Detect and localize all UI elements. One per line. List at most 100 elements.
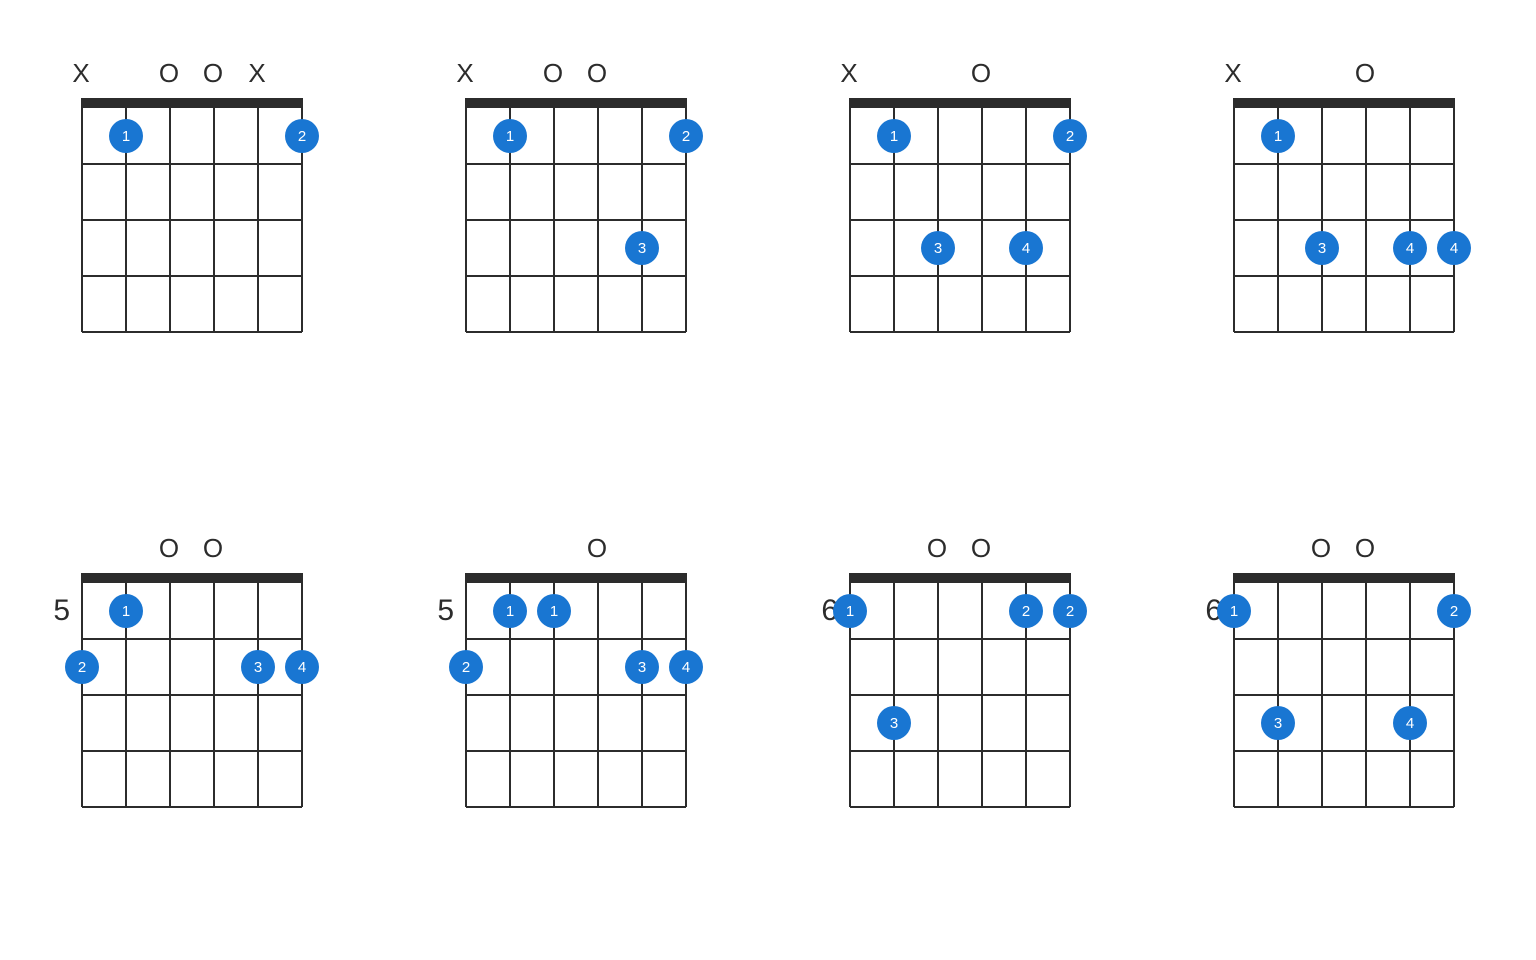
fret-line [82, 638, 302, 640]
string-line [849, 108, 851, 332]
fretboard: 51234 [82, 583, 302, 807]
fretboard: 61234 [1234, 583, 1454, 807]
fretboard: 1344 [1234, 108, 1454, 332]
open-string-mark: O [203, 535, 223, 561]
fret-line [82, 806, 302, 808]
string-line [597, 108, 599, 332]
chord-diagram-7: OO61223 [818, 535, 1102, 900]
finger-dot: 4 [669, 650, 703, 684]
open-string-mark: O [587, 60, 607, 86]
finger-dot: 1 [109, 119, 143, 153]
fret-line [466, 750, 686, 752]
string-line [937, 583, 939, 807]
fret-line [82, 694, 302, 696]
finger-dot: 4 [1437, 231, 1471, 265]
muted-string-mark: X [456, 60, 473, 86]
fret-line [82, 163, 302, 165]
string-line [81, 583, 83, 807]
string-line [213, 583, 215, 807]
finger-dot: 1 [109, 594, 143, 628]
string-line [1453, 108, 1455, 332]
string-line [641, 108, 643, 332]
open-string-mark: O [543, 60, 563, 86]
finger-dot: 3 [625, 650, 659, 684]
open-string-row: OO [849, 535, 1069, 567]
finger-dot: 4 [1393, 706, 1427, 740]
fretboard: 123 [466, 108, 686, 332]
string-line [169, 583, 171, 807]
fret-line [850, 331, 1070, 333]
fret-line [850, 219, 1070, 221]
open-string-row: OO [81, 535, 301, 567]
string-line [1277, 583, 1279, 807]
fret-line [466, 163, 686, 165]
chord-diagram-4: XO1344 [1202, 60, 1486, 425]
string-line [981, 583, 983, 807]
muted-string-mark: X [248, 60, 265, 86]
string-line [1233, 108, 1235, 332]
open-string-mark: O [1311, 535, 1331, 561]
fret-line [466, 638, 686, 640]
finger-dot: 3 [1305, 231, 1339, 265]
string-line [257, 108, 259, 332]
fret-line [1234, 750, 1454, 752]
string-line [597, 583, 599, 807]
nut [465, 98, 687, 108]
open-string-row: XOOX [81, 60, 301, 92]
fret-line [1234, 331, 1454, 333]
string-line [981, 108, 983, 332]
open-string-mark: O [971, 60, 991, 86]
fret-line [850, 694, 1070, 696]
fret-line [1234, 806, 1454, 808]
finger-dot: 3 [921, 231, 955, 265]
finger-dot: 1 [493, 594, 527, 628]
finger-dot: 3 [625, 231, 659, 265]
chord-diagram-3: XO 1234 [818, 60, 1102, 425]
nut [465, 573, 687, 583]
fretboard: 12 [82, 108, 302, 332]
fret-line [466, 219, 686, 221]
fret-line [466, 806, 686, 808]
string-line [1321, 108, 1323, 332]
string-line [1365, 583, 1367, 807]
open-string-row: OO [1233, 535, 1453, 567]
string-line [465, 108, 467, 332]
string-line [257, 583, 259, 807]
finger-dot: 1 [1261, 119, 1295, 153]
open-string-mark: O [971, 535, 991, 561]
finger-dot: 3 [241, 650, 275, 684]
nut [849, 573, 1071, 583]
fret-line [1234, 219, 1454, 221]
string-line [1321, 583, 1323, 807]
string-line [465, 583, 467, 807]
string-line [893, 583, 895, 807]
finger-dot: 1 [833, 594, 867, 628]
string-line [169, 108, 171, 332]
fretboard: 1234 [850, 108, 1070, 332]
string-line [213, 108, 215, 332]
finger-dot: 2 [1437, 594, 1471, 628]
open-string-row: XOO [465, 60, 685, 92]
nut [81, 98, 303, 108]
fret-line [1234, 275, 1454, 277]
fret-line [850, 163, 1070, 165]
open-string-row: XO [849, 60, 1069, 92]
finger-dot: 1 [493, 119, 527, 153]
string-line [685, 583, 687, 807]
fret-line [850, 275, 1070, 277]
fret-line [1234, 638, 1454, 640]
open-string-mark: O [587, 535, 607, 561]
finger-dot: 2 [285, 119, 319, 153]
finger-dot: 2 [1053, 119, 1087, 153]
open-string-mark: O [927, 535, 947, 561]
fret-line [1234, 694, 1454, 696]
open-string-mark: O [1355, 535, 1375, 561]
finger-dot: 4 [1393, 231, 1427, 265]
nut [849, 98, 1071, 108]
string-line [1365, 108, 1367, 332]
finger-dot: 1 [877, 119, 911, 153]
string-line [937, 108, 939, 332]
chord-diagram-8: OO 61234 [1202, 535, 1486, 900]
open-string-mark: O [1355, 60, 1375, 86]
muted-string-mark: X [72, 60, 89, 86]
